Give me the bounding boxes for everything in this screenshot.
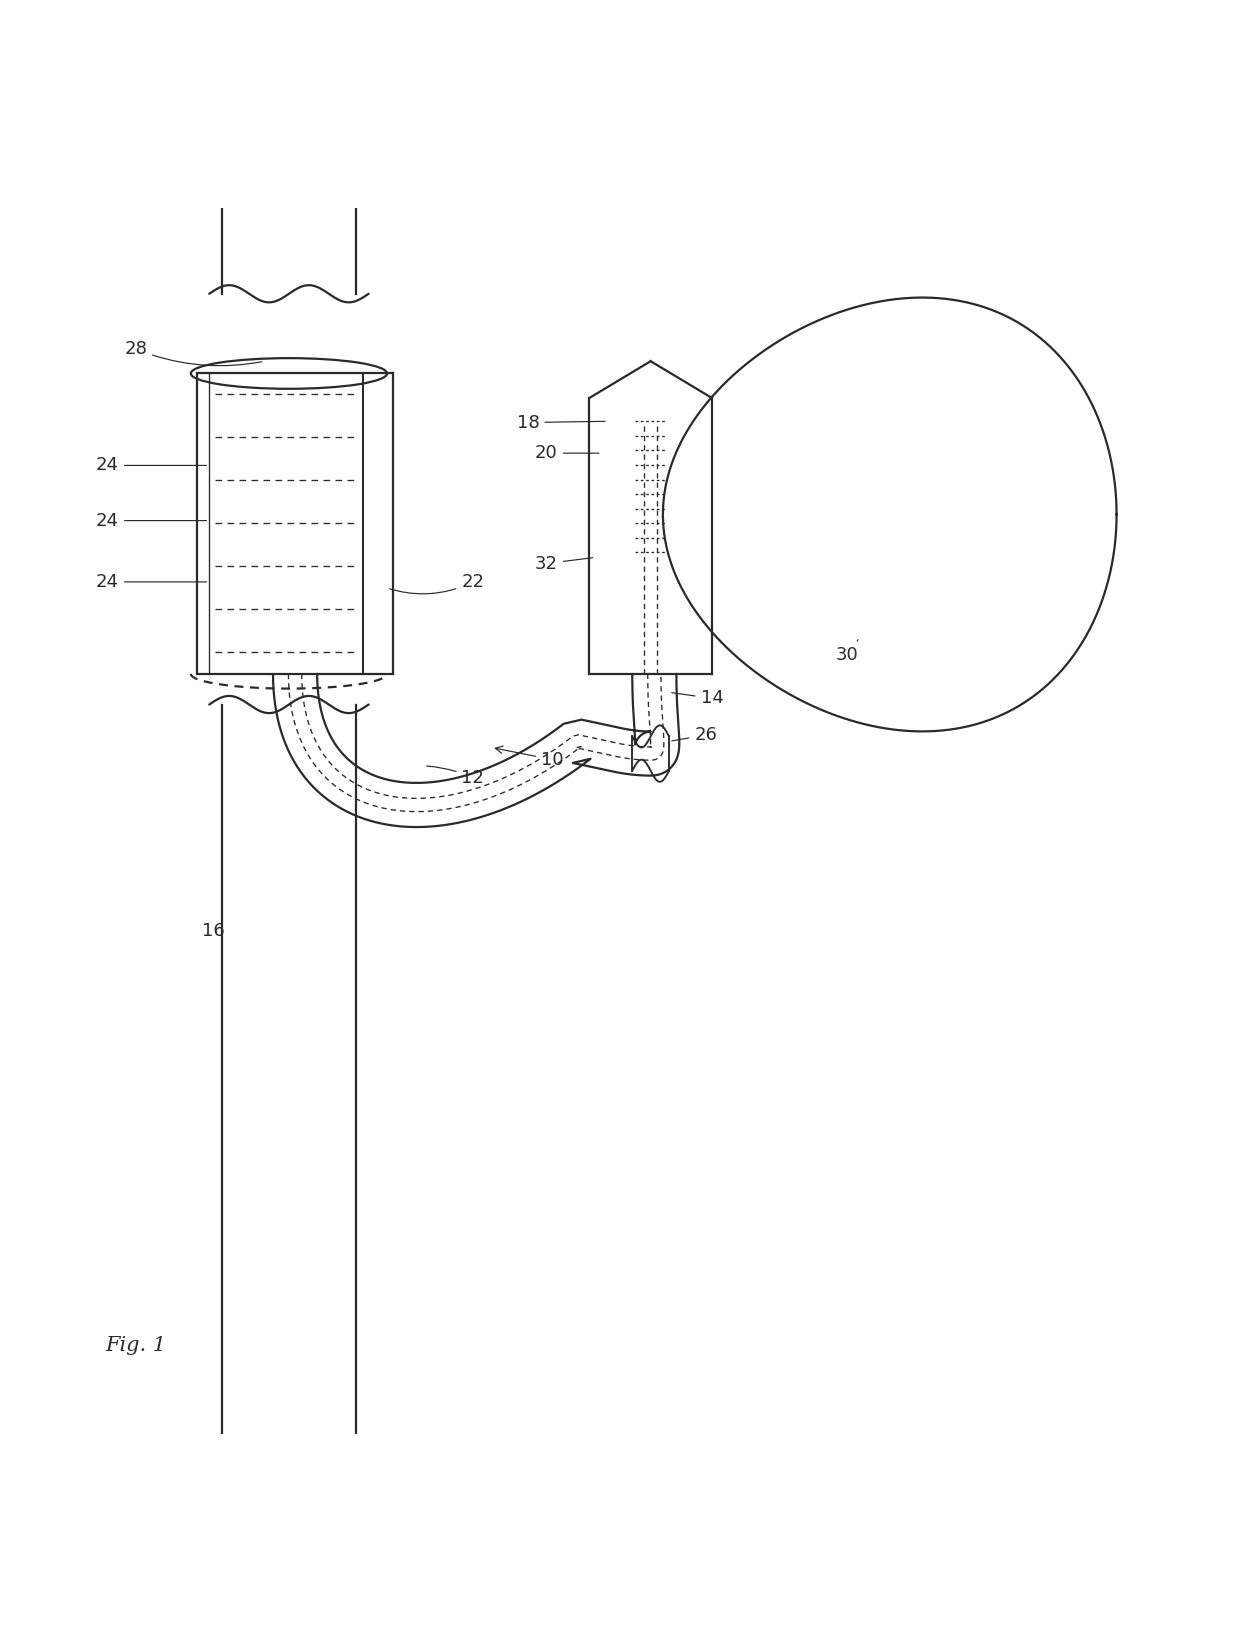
- Text: 22: 22: [389, 573, 485, 594]
- Text: 26: 26: [672, 726, 717, 744]
- Text: 16: 16: [202, 923, 224, 941]
- Text: 28: 28: [124, 340, 262, 366]
- Text: 12: 12: [427, 765, 485, 787]
- Text: 32: 32: [534, 555, 593, 573]
- Text: 10: 10: [495, 745, 564, 768]
- Text: Fig. 1: Fig. 1: [105, 1337, 166, 1355]
- Text: 18: 18: [517, 414, 605, 432]
- Text: 20: 20: [534, 445, 599, 461]
- Text: 24: 24: [95, 512, 207, 530]
- Text: 24: 24: [95, 573, 207, 591]
- Text: 30: 30: [836, 640, 858, 665]
- Text: 14: 14: [672, 690, 723, 708]
- Text: 24: 24: [95, 456, 207, 475]
